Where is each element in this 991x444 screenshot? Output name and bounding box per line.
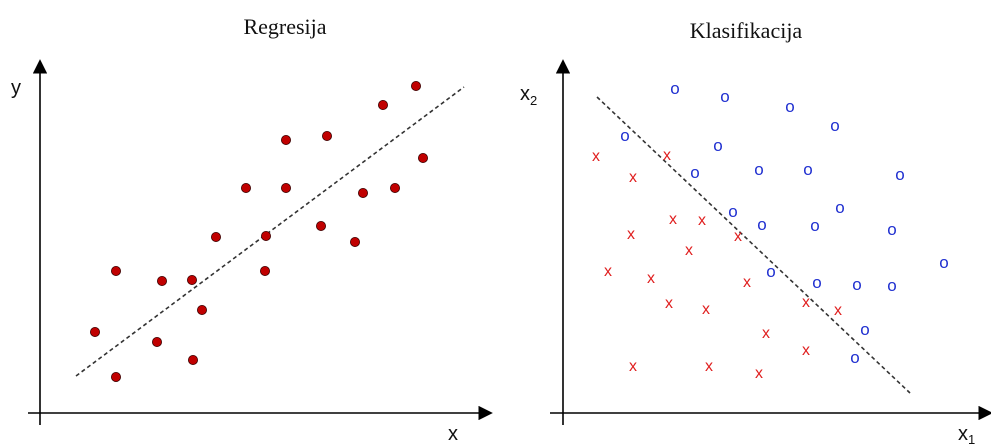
class-x-marker: x (629, 358, 637, 375)
regression-point (196, 304, 207, 315)
class-x-marker: x (802, 342, 810, 359)
class-x-marker: x (762, 325, 770, 342)
class-o-marker: o (620, 126, 629, 145)
class-x-marker: x (834, 302, 842, 319)
class-x-marker: x (685, 242, 693, 259)
class-x-marker: x (755, 365, 763, 382)
regression-point (210, 231, 221, 242)
class-x-marker: x (665, 295, 673, 312)
regression-point (90, 326, 101, 337)
class-x-marker: x (802, 294, 810, 311)
class-x-marker: x (702, 301, 710, 318)
class-o-marker: o (939, 253, 948, 272)
class-x-marker: x (698, 212, 706, 229)
class-o-marker: o (830, 116, 839, 135)
regression-point (280, 134, 291, 145)
class-o-marker: o (766, 262, 775, 281)
class-o-marker: o (812, 273, 821, 292)
regression-point (417, 152, 428, 163)
class-o-marker: o (728, 202, 737, 221)
regression-point (315, 220, 326, 231)
regression-points (90, 81, 428, 382)
class-x-marker: x (629, 169, 637, 186)
class-o-marker: o (895, 165, 904, 184)
regression-point (357, 187, 368, 198)
regression-point (187, 354, 198, 365)
regression-point (240, 182, 251, 193)
class-o-marker: o (887, 220, 896, 239)
regression-panel: Regresija y x (11, 14, 493, 444)
regression-point (259, 265, 270, 276)
regression-point (111, 371, 122, 382)
class-o-marker: o (754, 160, 763, 179)
decision-boundary (596, 96, 911, 394)
class-x-marker: x (627, 226, 635, 243)
regression-x-label: x (448, 423, 458, 444)
class-o-marker: o (713, 136, 722, 155)
regression-point (410, 81, 421, 92)
classification-x-label: x1 (958, 423, 975, 444)
class-x-marker: x (705, 358, 713, 375)
regression-line (75, 86, 465, 377)
regression-point (321, 130, 332, 141)
class-o-marker: o (887, 276, 896, 295)
class-o-marker: o (803, 160, 812, 179)
class-o-marker: o (757, 215, 766, 234)
regression-point (156, 275, 167, 286)
class-x-marker: x (647, 270, 655, 287)
class-x-marker: x (604, 263, 612, 280)
regression-title: Regresija (243, 14, 326, 39)
regression-point (151, 336, 162, 347)
classification-y-label: x2 (520, 83, 537, 108)
class-o-marker: o (852, 275, 861, 294)
regression-point (260, 230, 271, 241)
class-x-marker: x (734, 228, 742, 245)
class-o-marker: o (690, 163, 699, 182)
class-x-marker: x (592, 148, 600, 165)
regression-point (349, 236, 360, 247)
regression-point (111, 265, 122, 276)
class-x-marker: x (669, 211, 677, 228)
class-o-marker: o (720, 87, 729, 106)
class-o-marker: o (810, 216, 819, 235)
regression-point (186, 274, 197, 285)
class-o-marker: o (670, 79, 679, 98)
class-o-marker: o (860, 320, 869, 339)
classification-title: Klasifikacija (690, 18, 803, 43)
class-o-marker: o (835, 198, 844, 217)
class-o-marker: o (785, 97, 794, 116)
regression-point (389, 182, 400, 193)
regression-point (377, 100, 388, 111)
class-x-marker: x (663, 147, 671, 164)
class-x-marker: x (743, 274, 751, 291)
regression-y-label: y (11, 77, 21, 99)
class-o-marker: o (850, 348, 859, 367)
regression-point (280, 182, 291, 193)
